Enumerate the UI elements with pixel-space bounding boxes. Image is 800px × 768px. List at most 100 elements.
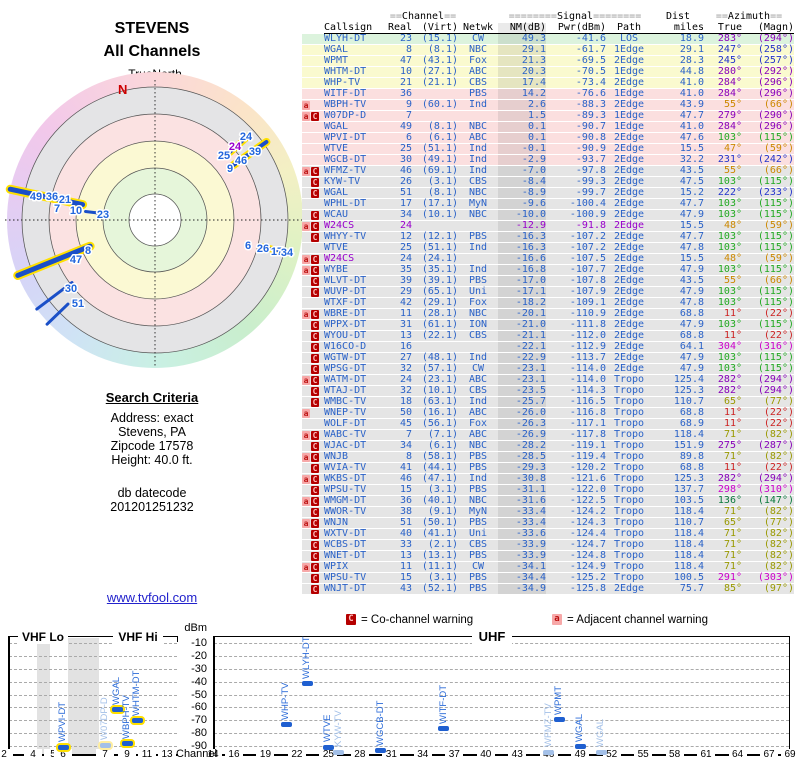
cell-network: Ind: [468, 264, 488, 275]
co-channel-warning-marker: [311, 78, 321, 88]
cell-magnetic-azimuth: (82°): [763, 506, 794, 517]
cell-power: -113.7: [569, 352, 606, 363]
cell-power: -112.0: [569, 330, 606, 341]
cell-virtual-channel: (12.1): [421, 231, 458, 242]
cell-path: Tropo: [613, 517, 645, 528]
cell-virtual-channel: (56.1): [421, 418, 458, 429]
cell-path: 2Edge: [613, 231, 645, 242]
cell-callsign: WWOR-TV: [324, 506, 367, 517]
cell-virtual-channel: (9.1): [427, 506, 458, 517]
cell-virtual-channel: (24.1): [421, 253, 458, 264]
cell-miles: 47.9: [679, 286, 704, 297]
cell-magnetic-azimuth: (22°): [763, 308, 794, 319]
cell-power: -124.8: [569, 550, 606, 561]
cell-virtual-channel: (39.1): [421, 275, 458, 286]
cell-magnetic-azimuth: (115°): [757, 209, 794, 220]
tvfool-website-link[interactable]: www.tvfool.com: [106, 590, 198, 605]
radar-channel-label: 36: [46, 191, 58, 203]
col-magn: (Magn): [757, 22, 794, 33]
cell-magnetic-azimuth: (296°): [757, 77, 794, 88]
cell-magnetic-azimuth: (115°): [757, 363, 794, 374]
cell-network: PBS: [468, 275, 488, 286]
cell-path: 2Edge: [613, 319, 645, 330]
cell-miles: 68.8: [679, 308, 704, 319]
cell-magnetic-azimuth: (66°): [763, 165, 794, 176]
cell-miles: 47.5: [679, 176, 704, 187]
table-row: a C WABC-TV 7 (7.1) ABC -26.9 -117.8 Tropo 118.4 7…: [302, 430, 794, 441]
cell-real-channel: 34: [399, 440, 412, 451]
cell-power: -100.9: [569, 209, 606, 220]
cell-magnetic-azimuth: (59°): [763, 220, 794, 231]
cell-callsign: WHYY-TV: [324, 231, 367, 242]
cell-magnetic-azimuth: (59°): [763, 143, 794, 154]
uhf-gridline: [214, 733, 789, 735]
adjacent-warning-marker: [302, 298, 311, 308]
cell-miles: 47.9: [679, 363, 704, 374]
uhf-channel-tick: 37: [445, 749, 464, 760]
cell-callsign: WMGM-DT: [324, 495, 367, 506]
uhf-bracket-label: UHF: [472, 629, 512, 644]
cell-network: [458, 111, 498, 121]
cell-real-channel: 32: [399, 385, 412, 396]
dbm-tick-label: -50: [191, 688, 207, 701]
adjacent-warning-marker: [302, 441, 311, 451]
co-channel-warning-marker: C: [311, 365, 319, 374]
cell-virtual-channel: (60.1): [421, 99, 458, 110]
cell-path: 2Edge: [613, 286, 645, 297]
cell-true-azimuth: 291°: [717, 572, 742, 583]
cell-noise-margin: -9.6: [498, 199, 546, 209]
cell-true-azimuth: 11°: [723, 308, 742, 319]
cell-network: Fox: [468, 418, 488, 429]
cell-callsign: WTVE: [324, 143, 349, 154]
cell-callsign: WLVT-DT: [324, 275, 367, 286]
vhf-gridline: [9, 643, 177, 644]
cell-path: 2Edge: [613, 187, 645, 198]
cell-power: -90.7: [575, 121, 606, 132]
cell-true-azimuth: 231°: [717, 154, 742, 165]
uhf-channel-tick: 40: [476, 749, 495, 760]
table-row: a WNEP-TV 50 (16.1) ABC -26.0 -116.8 Tropo 68.8 1…: [302, 408, 794, 419]
co-channel-warning-marker: C: [311, 541, 319, 550]
cell-magnetic-azimuth: (294°): [757, 473, 794, 484]
cell-true-azimuth: 48°: [723, 220, 742, 231]
cell-path: Tropo: [613, 572, 645, 583]
cell-power: -114.0: [569, 363, 606, 374]
cell-real-channel: 7: [405, 429, 412, 440]
cell-noise-margin: -8.9: [498, 188, 546, 198]
cell-power: -117.1: [569, 418, 606, 429]
cell-real-channel: 26: [399, 176, 412, 187]
cell-network: Ind: [468, 99, 488, 110]
cell-real-channel: 13: [399, 550, 412, 561]
radar-spoke: [35, 281, 74, 311]
cell-true-azimuth: 282°: [717, 473, 742, 484]
cell-network: Ind: [468, 352, 488, 363]
cell-noise-margin: -23.5: [498, 386, 546, 396]
cell-noise-margin: -26.3: [498, 419, 546, 429]
cell-magnetic-azimuth: (258°): [757, 44, 794, 55]
cell-network: PBS: [468, 88, 488, 99]
vhf-lo-bracket-label: VHF Lo: [18, 630, 68, 644]
cell-callsign: WNJN: [324, 517, 349, 528]
cell-miles: 41.0: [679, 121, 704, 132]
cell-virtual-channel: (35.1): [421, 264, 458, 275]
adjacent-warning-marker: [302, 419, 311, 429]
cell-noise-margin: -33.9: [498, 551, 546, 561]
co-channel-warning-marker: C: [311, 563, 319, 572]
signal-level-charts: -10 -20 -30 -40 -50 -60 -70 -80 -90 dBm VHF Lo VHF …: [0, 610, 800, 768]
cell-network: NBC: [468, 121, 488, 132]
cell-power: -111.8: [569, 319, 606, 330]
adjacent-warning-marker: a: [302, 409, 310, 418]
adjacent-warning-marker: [302, 386, 311, 396]
cell-power: -125.2: [569, 572, 606, 583]
adjacent-warning-marker: [302, 529, 311, 539]
cell-true-azimuth: 222°: [717, 187, 742, 198]
cell-power: -112.9: [569, 341, 606, 352]
table-row: C WJAC-DT 34 (6.1) NBC -28.2 -119.1 Tropo 151.9 2…: [302, 441, 794, 452]
adjacent-warning-marker: [302, 89, 311, 99]
cell-true-azimuth: 65°: [723, 517, 742, 528]
table-row: C WXTV-DT 40 (41.1) Uni -33.6 -124.4 Tropo 118.4…: [302, 529, 794, 540]
cell-magnetic-azimuth: (257°): [757, 55, 794, 66]
vhf-hi-bracket-label: VHF Hi: [113, 630, 163, 644]
cell-path: Tropo: [613, 528, 645, 539]
uhf-gridline: [214, 668, 789, 670]
